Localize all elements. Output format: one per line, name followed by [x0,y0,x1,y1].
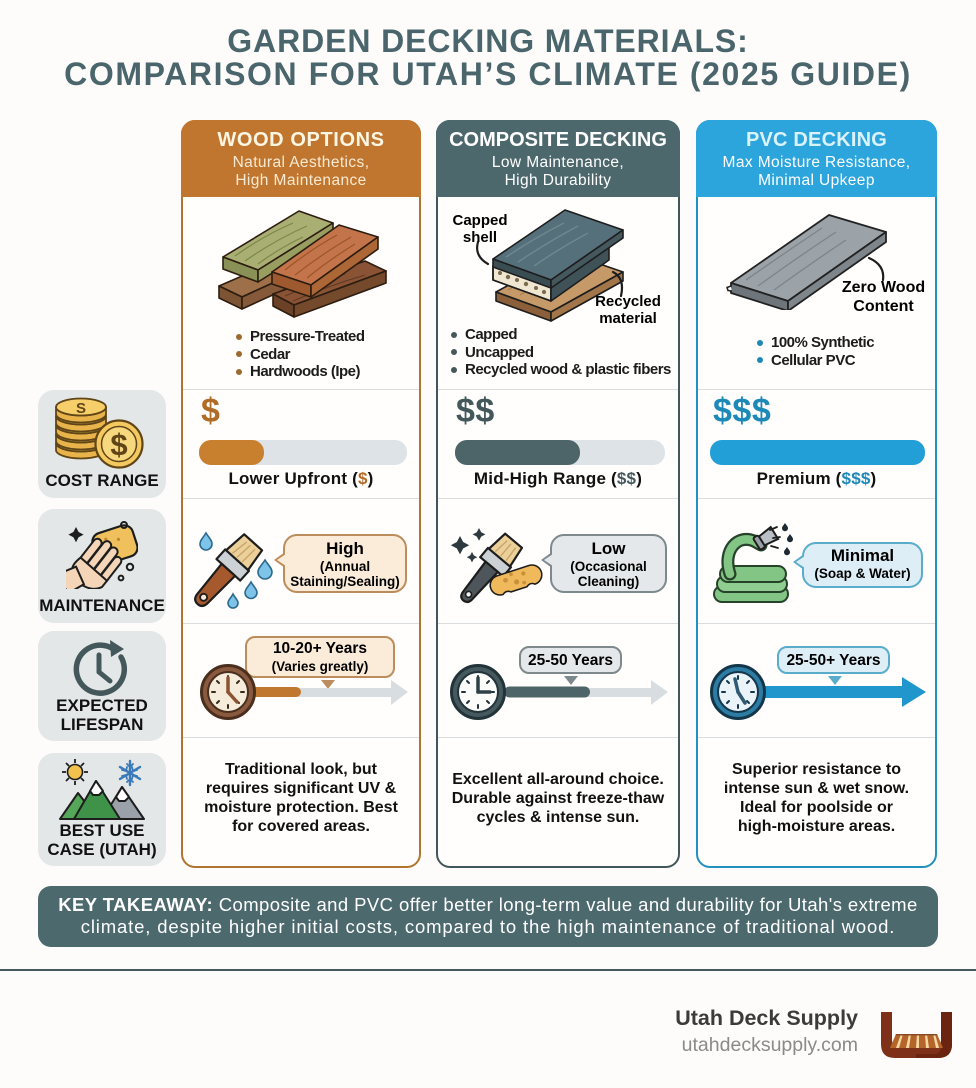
svg-text:S: S [76,400,86,417]
svg-text:$: $ [110,427,127,462]
